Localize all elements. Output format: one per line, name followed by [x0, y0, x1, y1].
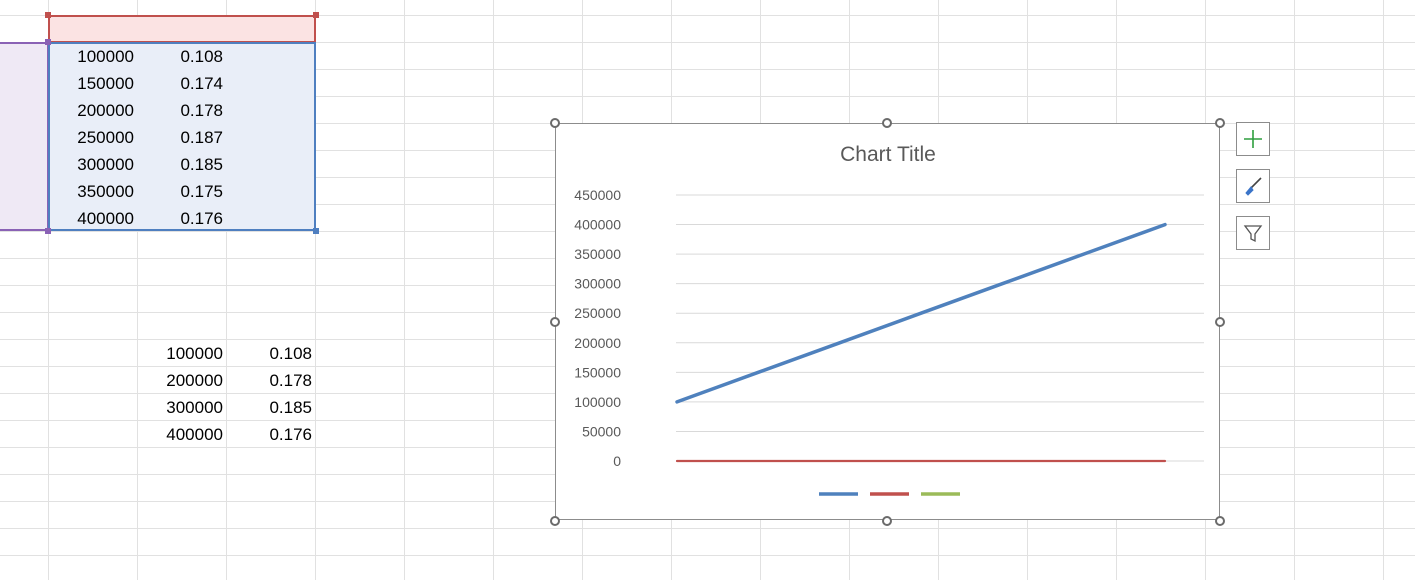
cell-value[interactable]: 0.178: [269, 371, 312, 390]
cell-value[interactable]: 0.187: [180, 128, 223, 147]
range-corner-handle[interactable]: [45, 228, 51, 234]
cell-value[interactable]: 400000: [77, 209, 134, 228]
cell-value[interactable]: 0.174: [180, 74, 223, 93]
y-tick-label: 0: [613, 453, 621, 469]
chart-filters-button[interactable]: [1236, 216, 1270, 250]
resize-handle[interactable]: [1215, 317, 1225, 327]
chart-elements-button[interactable]: [1236, 122, 1270, 156]
y-tick-label: 400000: [574, 217, 621, 233]
cell-value[interactable]: 0.176: [180, 209, 223, 228]
resize-handle[interactable]: [550, 317, 560, 327]
y-tick-label: 150000: [574, 364, 621, 380]
resize-handle[interactable]: [1215, 516, 1225, 526]
cell-value[interactable]: 300000: [166, 398, 223, 417]
y-tick-label: 300000: [574, 276, 621, 292]
cell-value[interactable]: 0.175: [180, 182, 223, 201]
cell-value[interactable]: 0.185: [269, 398, 312, 417]
resize-handle[interactable]: [1215, 118, 1225, 128]
cell-value[interactable]: 150000: [77, 74, 134, 93]
chart-title: Chart Title: [840, 143, 936, 166]
brush-icon: [1245, 177, 1262, 196]
y-tick-label: 250000: [574, 305, 621, 321]
cell-value[interactable]: 250000: [77, 128, 134, 147]
cell-value[interactable]: 0.108: [269, 344, 312, 363]
resize-handle[interactable]: [550, 118, 560, 128]
funnel-icon: [1243, 225, 1263, 243]
range-corner-handle[interactable]: [45, 12, 51, 18]
cell-value[interactable]: 350000: [77, 182, 134, 201]
plus-icon: [1244, 130, 1262, 148]
line-chart: Chart Title 450000 400000 350000 300000 25000…: [574, 143, 1204, 496]
y-tick-label: 200000: [574, 335, 621, 351]
range-highlight-purple[interactable]: [0, 42, 49, 231]
resize-handle[interactable]: [882, 516, 892, 526]
chart-styles-button[interactable]: [1236, 169, 1270, 203]
chart-object[interactable]: Chart Title 450000 400000 350000 300000 25000…: [555, 123, 1220, 520]
range-corner-handle[interactable]: [45, 39, 51, 45]
resize-handle[interactable]: [882, 118, 892, 128]
cell-value[interactable]: 200000: [166, 371, 223, 390]
y-tick-label: 50000: [582, 423, 621, 439]
y-tick-label: 350000: [574, 246, 621, 262]
range-corner-handle[interactable]: [313, 228, 319, 234]
cell-value[interactable]: 0.108: [180, 47, 223, 66]
cell-value[interactable]: 0.176: [269, 425, 312, 444]
range-highlight-blue[interactable]: [48, 42, 316, 231]
cell-value[interactable]: 300000: [77, 155, 134, 174]
cell-value[interactable]: 200000: [77, 101, 134, 120]
y-tick-label: 100000: [574, 394, 621, 410]
series-line-1: [675, 222, 1167, 404]
range-highlight-red[interactable]: [48, 15, 316, 43]
cell-value[interactable]: 100000: [166, 344, 223, 363]
cell-value[interactable]: 0.178: [180, 101, 223, 120]
y-tick-label: 450000: [574, 187, 621, 203]
range-corner-handle[interactable]: [313, 12, 319, 18]
cell-value[interactable]: 100000: [77, 47, 134, 66]
cell-value[interactable]: 400000: [166, 425, 223, 444]
resize-handle[interactable]: [550, 516, 560, 526]
cell-value[interactable]: 0.185: [180, 155, 223, 174]
